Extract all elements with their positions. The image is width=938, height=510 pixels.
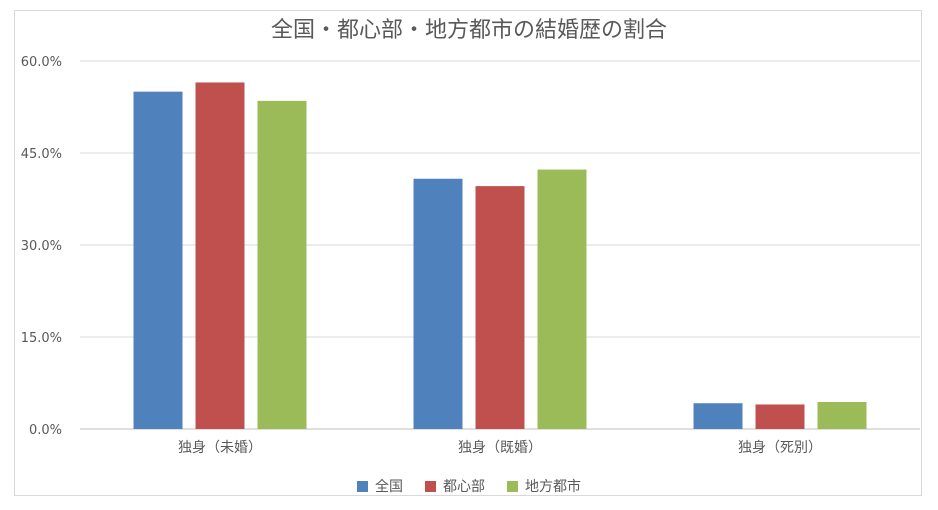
bar bbox=[537, 169, 587, 429]
bars bbox=[133, 82, 867, 430]
y-tick-label: 0.0% bbox=[29, 423, 62, 438]
bar bbox=[133, 91, 183, 430]
legend-label: 全国 bbox=[375, 479, 403, 495]
legend-swatch bbox=[425, 480, 436, 492]
legend: 全国 都心部 地方都市 bbox=[0, 476, 938, 496]
legend-item: 地方都市 bbox=[507, 476, 581, 496]
bar bbox=[195, 82, 245, 429]
x-category-label: 独身（未婚） bbox=[178, 440, 262, 456]
legend-label: 地方都市 bbox=[525, 479, 581, 495]
legend-item: 全国 bbox=[357, 476, 403, 496]
legend-label: 都心部 bbox=[443, 479, 485, 495]
y-axis-ticks: 0.0% 15.0% 30.0% 45.0% 60.0% bbox=[21, 55, 62, 438]
bar bbox=[693, 403, 743, 429]
legend-swatch bbox=[357, 480, 368, 492]
x-category-label: 独身（死別） bbox=[738, 440, 822, 456]
bar bbox=[817, 402, 867, 429]
chart-title: 全国・都心部・地方都市の結婚歴の割合 bbox=[270, 18, 667, 43]
bar bbox=[413, 178, 463, 429]
x-axis-categories: 独身（未婚） 独身（既婚） 独身（死別） bbox=[178, 440, 822, 456]
y-tick-label: 30.0% bbox=[21, 239, 62, 254]
y-tick-label: 60.0% bbox=[21, 55, 62, 70]
bar bbox=[257, 100, 307, 429]
y-tick-label: 45.0% bbox=[21, 147, 62, 162]
x-category-label: 独身（既婚） bbox=[458, 440, 542, 456]
bar bbox=[475, 186, 525, 429]
bar bbox=[755, 404, 805, 429]
y-tick-label: 15.0% bbox=[21, 331, 62, 346]
legend-swatch bbox=[507, 480, 518, 492]
legend-item: 都心部 bbox=[425, 476, 485, 496]
